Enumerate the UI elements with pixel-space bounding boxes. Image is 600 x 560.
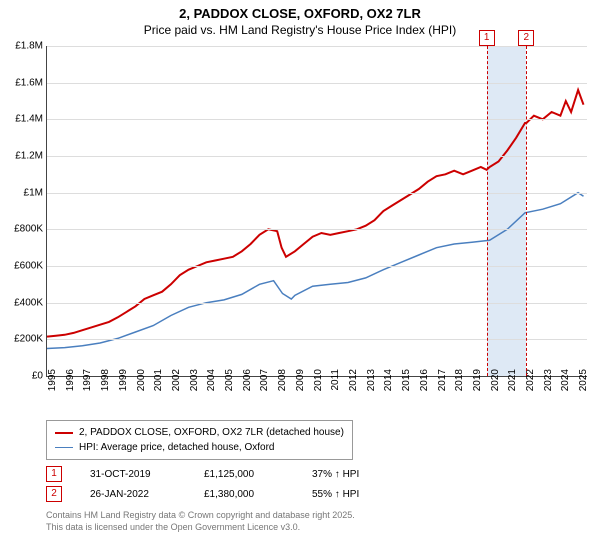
x-tick-label: 2023 bbox=[543, 369, 554, 403]
attribution-line2: This data is licensed under the Open Gov… bbox=[46, 522, 355, 534]
x-tick-label: 2009 bbox=[295, 369, 306, 403]
x-tick-label: 2000 bbox=[136, 369, 147, 403]
y-tick-label: £400K bbox=[1, 297, 43, 308]
x-tick-label: 2018 bbox=[454, 369, 465, 403]
legend-swatch bbox=[55, 447, 73, 448]
transaction-row: 2 26-JAN-2022 £1,380,000 55% ↑ HPI bbox=[46, 486, 392, 502]
x-tick-label: 2013 bbox=[366, 369, 377, 403]
y-tick-label: £800K bbox=[1, 224, 43, 235]
legend-swatch bbox=[55, 432, 73, 434]
chart-subtitle: Price paid vs. HM Land Registry's House … bbox=[0, 23, 600, 41]
x-tick-label: 2010 bbox=[313, 369, 324, 403]
x-tick-label: 2006 bbox=[242, 369, 253, 403]
x-tick-label: 2008 bbox=[277, 369, 288, 403]
x-tick-label: 2003 bbox=[189, 369, 200, 403]
series-line bbox=[47, 193, 584, 349]
x-tick-label: 2019 bbox=[472, 369, 483, 403]
legend-label: 2, PADDOX CLOSE, OXFORD, OX2 7LR (detach… bbox=[79, 425, 344, 440]
transaction-badge: 2 bbox=[46, 486, 62, 502]
x-tick-label: 2025 bbox=[578, 369, 589, 403]
y-gridline bbox=[47, 266, 587, 267]
y-gridline bbox=[47, 339, 587, 340]
x-tick-label: 2015 bbox=[401, 369, 412, 403]
x-tick-label: 2014 bbox=[383, 369, 394, 403]
attribution-line1: Contains HM Land Registry data © Crown c… bbox=[46, 510, 355, 522]
x-tick-label: 1997 bbox=[82, 369, 93, 403]
y-gridline bbox=[47, 156, 587, 157]
x-tick-label: 2004 bbox=[206, 369, 217, 403]
x-tick-label: 2002 bbox=[171, 369, 182, 403]
marker-badge: 2 bbox=[518, 30, 534, 46]
transaction-date: 26-JAN-2022 bbox=[90, 489, 176, 500]
x-tick-label: 1999 bbox=[118, 369, 129, 403]
line-series-svg bbox=[47, 46, 587, 376]
x-tick-label: 2007 bbox=[259, 369, 270, 403]
legend-item: HPI: Average price, detached house, Oxfo… bbox=[55, 440, 344, 455]
transaction-price: £1,380,000 bbox=[204, 489, 284, 500]
y-tick-label: £1M bbox=[1, 187, 43, 198]
x-tick-label: 1995 bbox=[47, 369, 58, 403]
marker-badge: 1 bbox=[479, 30, 495, 46]
x-tick-label: 2012 bbox=[348, 369, 359, 403]
transaction-badge: 1 bbox=[46, 466, 62, 482]
y-tick-label: £1.8M bbox=[1, 41, 43, 52]
chart-title: 2, PADDOX CLOSE, OXFORD, OX2 7LR bbox=[0, 0, 600, 23]
plot-area: £0£200K£400K£600K£800K£1M£1.2M£1.4M£1.6M… bbox=[46, 46, 587, 377]
x-tick-label: 2016 bbox=[419, 369, 430, 403]
legend-item: 2, PADDOX CLOSE, OXFORD, OX2 7LR (detach… bbox=[55, 425, 344, 440]
transaction-table: 1 31-OCT-2019 £1,125,000 37% ↑ HPI 2 26-JAN-2… bbox=[46, 466, 392, 506]
x-tick-label: 2001 bbox=[153, 369, 164, 403]
y-tick-label: £1.6M bbox=[1, 77, 43, 88]
y-tick-label: £0 bbox=[1, 371, 43, 382]
x-tick-label: 2017 bbox=[437, 369, 448, 403]
legend: 2, PADDOX CLOSE, OXFORD, OX2 7LR (detach… bbox=[46, 420, 353, 460]
y-gridline bbox=[47, 119, 587, 120]
y-gridline bbox=[47, 193, 587, 194]
transaction-hpi: 55% ↑ HPI bbox=[312, 489, 392, 500]
x-tick-label: 1996 bbox=[65, 369, 76, 403]
transaction-row: 1 31-OCT-2019 £1,125,000 37% ↑ HPI bbox=[46, 466, 392, 482]
y-tick-label: £200K bbox=[1, 334, 43, 345]
x-tick-label: 2005 bbox=[224, 369, 235, 403]
x-tick-label: 2020 bbox=[490, 369, 501, 403]
x-tick-label: 1998 bbox=[100, 369, 111, 403]
transaction-hpi: 37% ↑ HPI bbox=[312, 469, 392, 480]
series-line bbox=[47, 90, 584, 337]
transaction-date: 31-OCT-2019 bbox=[90, 469, 176, 480]
y-gridline bbox=[47, 83, 587, 84]
x-tick-label: 2024 bbox=[560, 369, 571, 403]
y-gridline bbox=[47, 229, 587, 230]
y-tick-label: £600K bbox=[1, 261, 43, 272]
y-tick-label: £1.4M bbox=[1, 114, 43, 125]
x-tick-label: 2021 bbox=[507, 369, 518, 403]
legend-label: HPI: Average price, detached house, Oxfo… bbox=[79, 440, 275, 455]
attribution: Contains HM Land Registry data © Crown c… bbox=[46, 510, 355, 533]
y-tick-label: £1.2M bbox=[1, 151, 43, 162]
x-tick-label: 2011 bbox=[330, 369, 341, 403]
transaction-price: £1,125,000 bbox=[204, 469, 284, 480]
chart-container: 2, PADDOX CLOSE, OXFORD, OX2 7LR Price p… bbox=[0, 0, 600, 560]
y-gridline bbox=[47, 303, 587, 304]
y-gridline bbox=[47, 46, 587, 47]
marker-line bbox=[487, 46, 488, 376]
marker-line bbox=[526, 46, 527, 376]
